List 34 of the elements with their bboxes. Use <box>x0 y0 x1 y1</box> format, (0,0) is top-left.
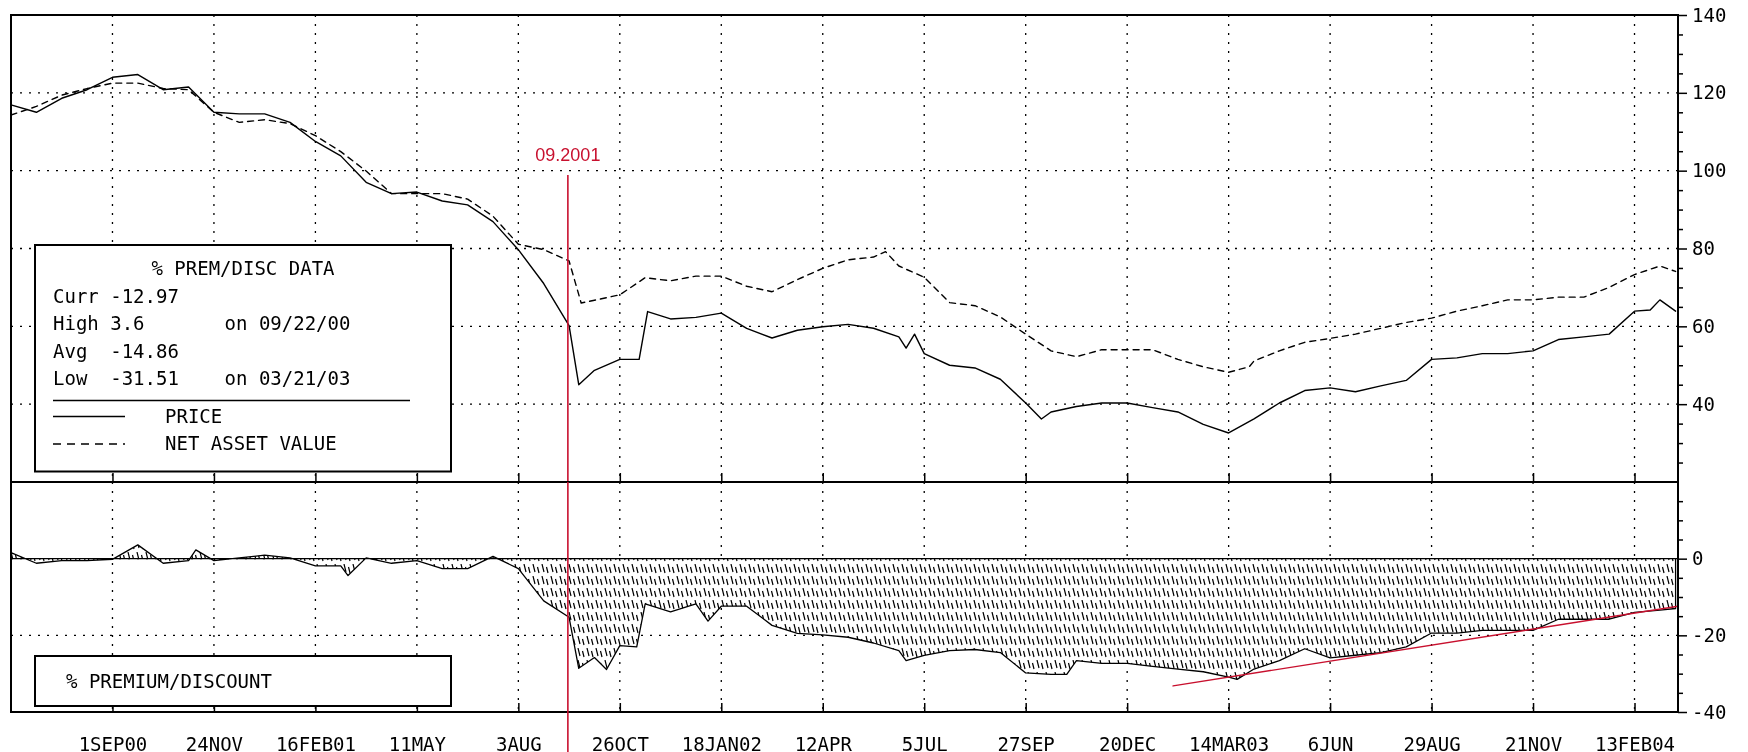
x-tick-label: 1SEP00 <box>78 733 148 752</box>
y-tick-label: 80 <box>1692 237 1715 260</box>
x-tick-label: 21NOV <box>1504 733 1563 752</box>
x-tick-label: 3AUG <box>495 733 542 752</box>
y-tick-label: 40 <box>1692 392 1715 415</box>
x-tick-label: 16FEB01 <box>275 733 356 752</box>
x-tick-label: 20DEC <box>1099 733 1157 752</box>
x-tick-label: 13FEB04 <box>1594 733 1676 752</box>
legend-label: NET ASSET VALUE <box>165 432 337 454</box>
text: % PREMIUM/DISCOUNT <box>66 670 272 692</box>
x-tick-label: 6JUN <box>1307 733 1354 752</box>
legend-label: PRICE <box>165 404 223 427</box>
annotation: High 3.6 on 09/22/00 <box>53 312 351 334</box>
y-tick-label: 120 <box>1692 81 1727 104</box>
x-tick-label: 5JUL <box>901 733 948 752</box>
annotation: Avg -14.86 <box>53 339 179 362</box>
y-tick-label: 140 <box>1692 3 1727 26</box>
x-tick-label: 18JAN02 <box>681 733 762 752</box>
annotation: Curr -12.97 <box>53 284 179 307</box>
y-tick-label: 0 <box>1692 547 1704 570</box>
ref-line-label: 09.2001 <box>535 145 601 165</box>
x-tick-label: 27SEP <box>997 733 1055 752</box>
x-tick-label: 14MAR03 <box>1189 733 1270 752</box>
annotation: Low -31.51 on 03/21/03 <box>53 367 351 389</box>
annotation: % PREM/DISC DATA <box>151 257 336 279</box>
y-tick-label: 60 <box>1692 314 1715 337</box>
y-tick-label: -40 <box>1692 700 1727 723</box>
y-tick-label: -20 <box>1692 623 1727 646</box>
x-tick-label: 26OCT <box>591 733 649 752</box>
x-tick-label: 11MAY <box>388 733 447 752</box>
x-tick-label: 29AUG <box>1403 733 1461 752</box>
y-tick-label: 100 <box>1692 159 1727 182</box>
x-tick-label: 24NOV <box>185 733 244 752</box>
x-tick-label: 12APR <box>794 733 853 752</box>
